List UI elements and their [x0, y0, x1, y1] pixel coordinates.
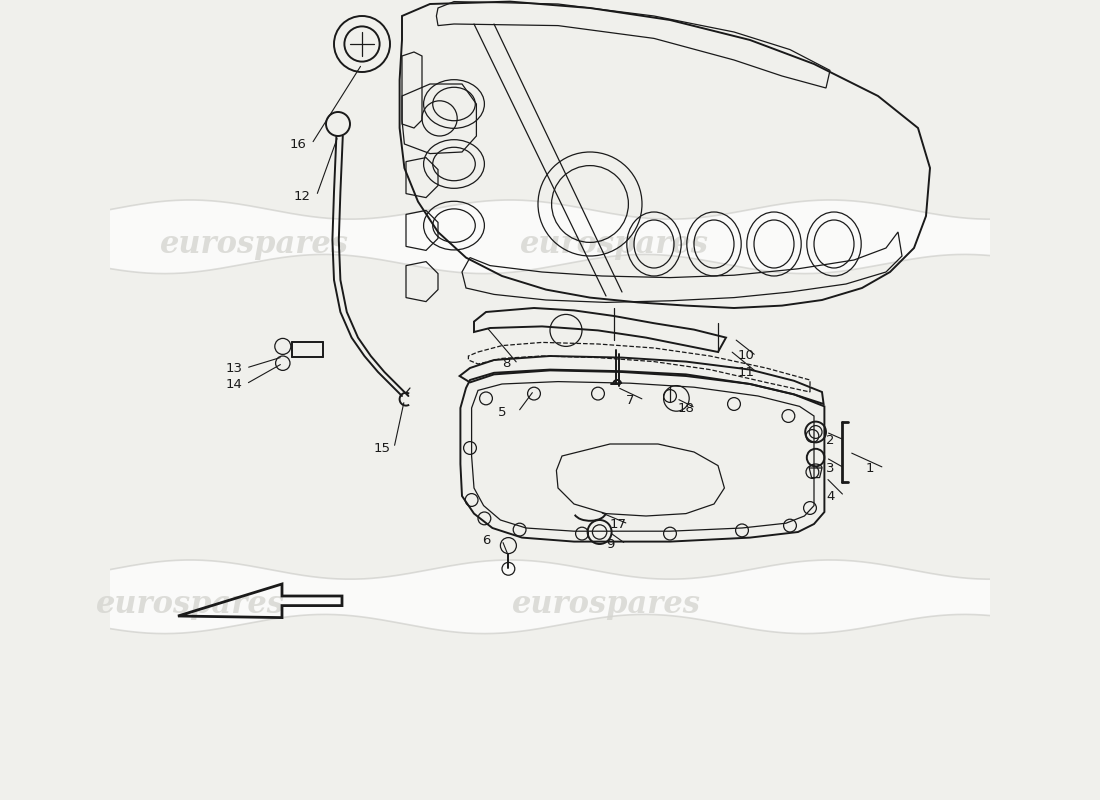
Text: eurospares: eurospares: [512, 589, 701, 619]
Polygon shape: [110, 200, 990, 274]
Text: 6: 6: [482, 534, 491, 546]
Text: 11: 11: [738, 366, 755, 378]
Text: 3: 3: [826, 462, 835, 474]
Text: 16: 16: [290, 138, 307, 150]
Text: 1: 1: [866, 462, 874, 474]
Text: 2: 2: [826, 434, 835, 446]
Text: 10: 10: [738, 350, 755, 362]
Text: 5: 5: [498, 406, 506, 418]
Text: 17: 17: [610, 518, 627, 530]
Text: 18: 18: [678, 402, 695, 414]
Text: 7: 7: [626, 394, 635, 406]
Text: 14: 14: [226, 378, 243, 390]
Text: 15: 15: [374, 442, 390, 454]
Text: 4: 4: [826, 490, 835, 502]
Text: 8: 8: [502, 358, 510, 370]
Text: 9: 9: [606, 538, 615, 550]
Text: eurospares: eurospares: [96, 589, 285, 619]
Polygon shape: [110, 560, 990, 634]
Text: 13: 13: [226, 362, 243, 374]
Text: 12: 12: [294, 190, 311, 202]
Text: eurospares: eurospares: [519, 229, 708, 259]
Text: eurospares: eurospares: [160, 229, 349, 259]
